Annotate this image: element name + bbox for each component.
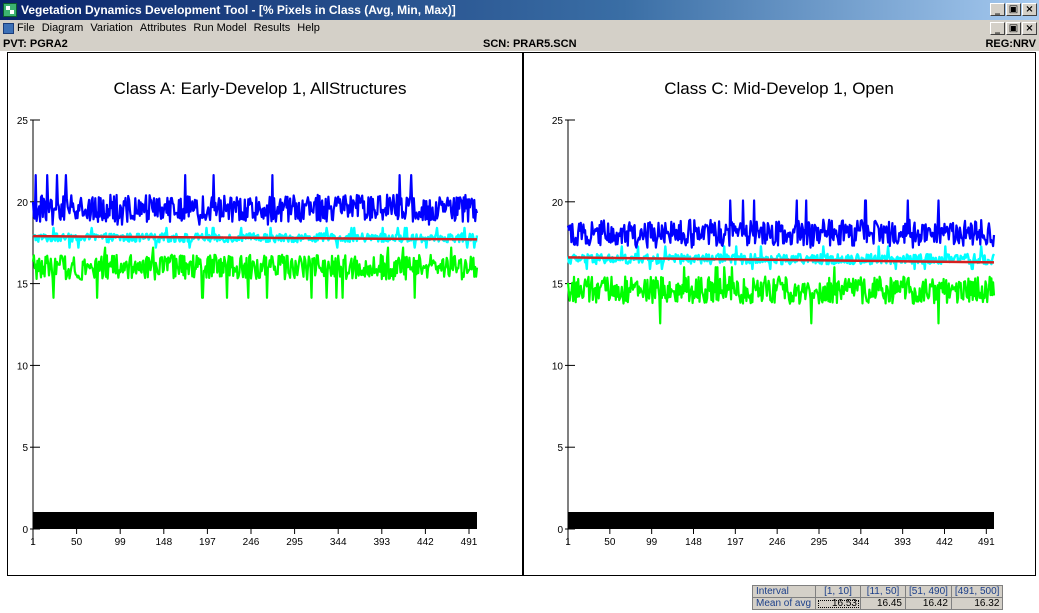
- x-tick-label: 50: [604, 537, 616, 548]
- restore-button[interactable]: ▣: [1006, 3, 1021, 16]
- x-tick-label: 295: [286, 537, 303, 548]
- document-controls: _ ▣ ×: [989, 22, 1037, 35]
- menu-run-model[interactable]: Run Model: [193, 22, 247, 34]
- interval-cell[interactable]: [51, 490]: [905, 585, 952, 598]
- x-tick-label: 246: [769, 537, 786, 548]
- window-controls: _ ▣ ×: [989, 3, 1037, 16]
- menu-attributes[interactable]: Attributes: [139, 22, 187, 34]
- series-max: [31, 173, 479, 226]
- interval-cell[interactable]: [491, 500]: [950, 585, 1004, 598]
- x-tick-label: 197: [199, 537, 216, 548]
- menu-help[interactable]: Help: [297, 22, 320, 34]
- x-tick-label: 393: [373, 537, 390, 548]
- x-tick-label: 393: [894, 537, 911, 548]
- x-tick-label: 442: [417, 537, 434, 548]
- mean-cell[interactable]: 16.53: [815, 597, 861, 610]
- interval-cell[interactable]: [11, 50]: [860, 585, 906, 598]
- series-trend: [32, 234, 478, 241]
- x-tick-label: 1: [565, 537, 571, 548]
- chart-title: Class C: Mid-Develop 1, Open: [664, 79, 894, 98]
- menu-variation[interactable]: Variation: [90, 22, 133, 34]
- y-tick-label: 0: [22, 525, 28, 536]
- x-tick-label: 148: [155, 537, 172, 548]
- menu-bar: File Diagram Variation Attributes Run Mo…: [0, 20, 1039, 38]
- y-tick-label: 5: [557, 443, 563, 454]
- y-tick-label: 20: [17, 198, 29, 209]
- baseline-bar: [33, 512, 477, 529]
- series-min: [566, 266, 996, 325]
- interval-cell[interactable]: [1, 10]: [815, 585, 861, 598]
- x-tick-label: 246: [243, 537, 260, 548]
- summary-table: Interval [1, 10] [11, 50] [51, 490] [491…: [752, 585, 1004, 610]
- chart-title: Class A: Early-Develop 1, AllStructures: [114, 79, 407, 98]
- x-tick-label: 1: [30, 537, 36, 548]
- chart-divider: [522, 52, 524, 576]
- status-line: PVT: PGRA2 SCN: PRAR5.SCN REG:NRV: [0, 38, 1039, 51]
- x-tick-label: 442: [936, 537, 953, 548]
- menu-results[interactable]: Results: [253, 22, 291, 34]
- x-tick-label: 344: [852, 537, 869, 548]
- mean-cell[interactable]: 16.32: [950, 597, 1004, 610]
- x-tick-label: 197: [727, 537, 744, 548]
- baseline-bar: [568, 512, 994, 529]
- document-icon[interactable]: [3, 23, 14, 34]
- y-tick-label: 15: [17, 280, 29, 291]
- mean-row: Mean of avg 16.53 16.45 16.42 16.32: [752, 597, 1004, 610]
- y-tick-label: 25: [552, 116, 564, 127]
- mean-cell[interactable]: 16.42: [905, 597, 952, 610]
- x-tick-label: 491: [461, 537, 478, 548]
- x-tick-label: 50: [71, 537, 83, 548]
- interval-label: Interval: [752, 585, 816, 598]
- scn-label: SCN: PRAR5.SCN: [483, 38, 577, 50]
- doc-restore-button[interactable]: ▣: [1006, 22, 1021, 35]
- y-tick-label: 10: [17, 361, 29, 372]
- menu-diagram[interactable]: Diagram: [41, 22, 84, 34]
- x-tick-label: 491: [978, 537, 995, 548]
- series-min: [31, 246, 479, 299]
- title-bar: Vegetation Dynamics Development Tool - […: [0, 0, 1039, 20]
- y-tick-label: 10: [552, 361, 564, 372]
- close-button[interactable]: ×: [1022, 3, 1037, 16]
- y-tick-label: 25: [17, 116, 29, 127]
- y-tick-label: 20: [552, 198, 564, 209]
- y-tick-label: 0: [557, 525, 563, 536]
- reg-label: REG:NRV: [985, 38, 1036, 50]
- mean-label: Mean of avg: [752, 597, 816, 610]
- app-icon[interactable]: [3, 3, 17, 17]
- pvt-label: PVT: PGRA2: [3, 38, 68, 50]
- minimize-button[interactable]: _: [990, 3, 1005, 16]
- x-tick-label: 99: [115, 537, 127, 548]
- interval-row: Interval [1, 10] [11, 50] [51, 490] [491…: [752, 585, 1004, 598]
- menu-file[interactable]: File: [17, 22, 35, 34]
- y-tick-label: 5: [22, 443, 28, 454]
- mean-cell[interactable]: 16.45: [860, 597, 906, 610]
- x-tick-label: 148: [685, 537, 702, 548]
- series-trend: [567, 256, 995, 264]
- y-tick-label: 15: [552, 280, 564, 291]
- chart-class-a: Class A: Early-Develop 1, AllStructures 0…: [17, 79, 479, 548]
- x-tick-label: 344: [330, 537, 347, 548]
- doc-minimize-button[interactable]: _: [990, 22, 1005, 35]
- doc-close-button[interactable]: ×: [1022, 22, 1037, 35]
- window-title: Vegetation Dynamics Development Tool - […: [21, 3, 456, 17]
- chart-class-c: Class C: Mid-Develop 1, Open 0 5 10 15 20 25 1 5…: [552, 79, 996, 548]
- chart-area: [7, 52, 1036, 576]
- series-max: [566, 199, 996, 249]
- x-tick-label: 99: [646, 537, 658, 548]
- x-tick-label: 295: [811, 537, 828, 548]
